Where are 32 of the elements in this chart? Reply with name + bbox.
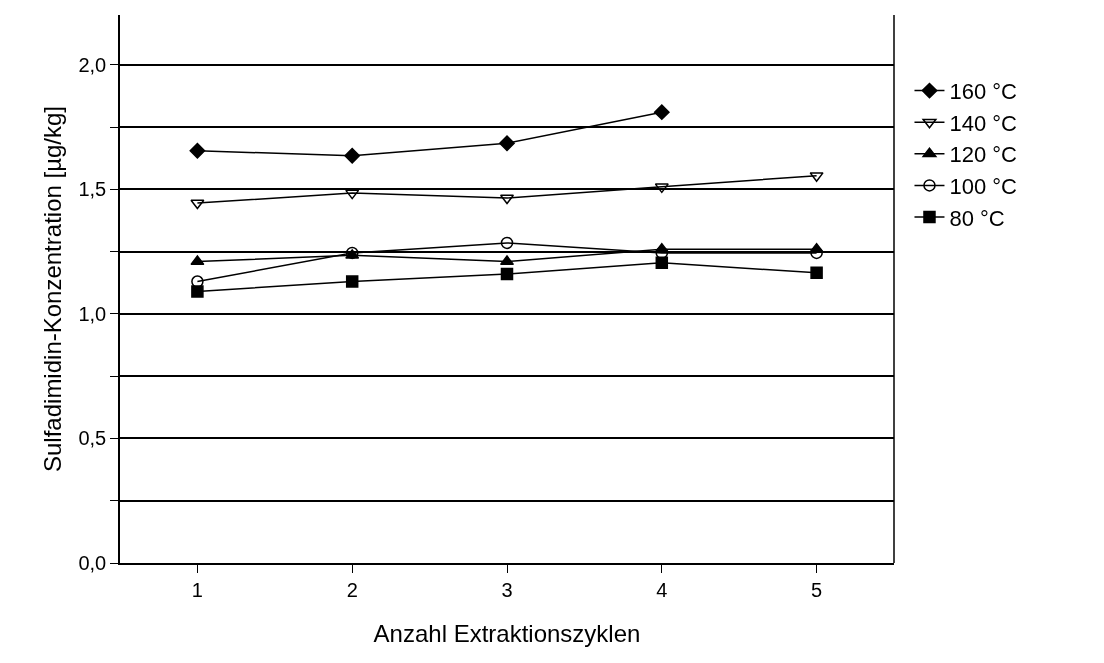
x-tick-label: 3 bbox=[501, 578, 513, 601]
legend-label: 120 °C bbox=[949, 142, 1018, 168]
point bbox=[654, 183, 669, 194]
x-tick-label: 1 bbox=[191, 578, 203, 601]
y-tick-label: 2,0 bbox=[78, 53, 107, 76]
point bbox=[344, 147, 361, 164]
y-tick-label: 0,5 bbox=[78, 427, 107, 450]
point bbox=[189, 142, 206, 159]
y-axis-title: Sulfadimidin-Konzentration [µg/kg] bbox=[39, 105, 67, 473]
point bbox=[190, 255, 205, 266]
x-tick-label: 2 bbox=[346, 578, 358, 601]
point bbox=[190, 199, 205, 210]
y-tick-label: 1,5 bbox=[78, 178, 107, 201]
point bbox=[500, 236, 514, 250]
point bbox=[500, 267, 514, 281]
point bbox=[345, 275, 359, 288]
x-axis-title: Anzahl Extraktionszyklen bbox=[373, 619, 641, 647]
point bbox=[809, 242, 824, 253]
legend-label: 80 °C bbox=[949, 205, 1005, 231]
legend-label: 140 °C bbox=[949, 110, 1018, 136]
point bbox=[654, 242, 669, 253]
point bbox=[191, 285, 204, 298]
point bbox=[345, 189, 360, 200]
x-tick-label: 5 bbox=[811, 578, 823, 601]
legend-label: 160 °C bbox=[949, 79, 1018, 105]
point bbox=[653, 104, 670, 121]
point bbox=[810, 266, 823, 280]
y-tick-label: 0,0 bbox=[78, 552, 107, 574]
y-tick-label: 1,0 bbox=[78, 302, 107, 325]
point bbox=[499, 135, 515, 152]
legend-label: 100 °C bbox=[949, 173, 1018, 199]
x-tick-label: 4 bbox=[656, 578, 668, 601]
